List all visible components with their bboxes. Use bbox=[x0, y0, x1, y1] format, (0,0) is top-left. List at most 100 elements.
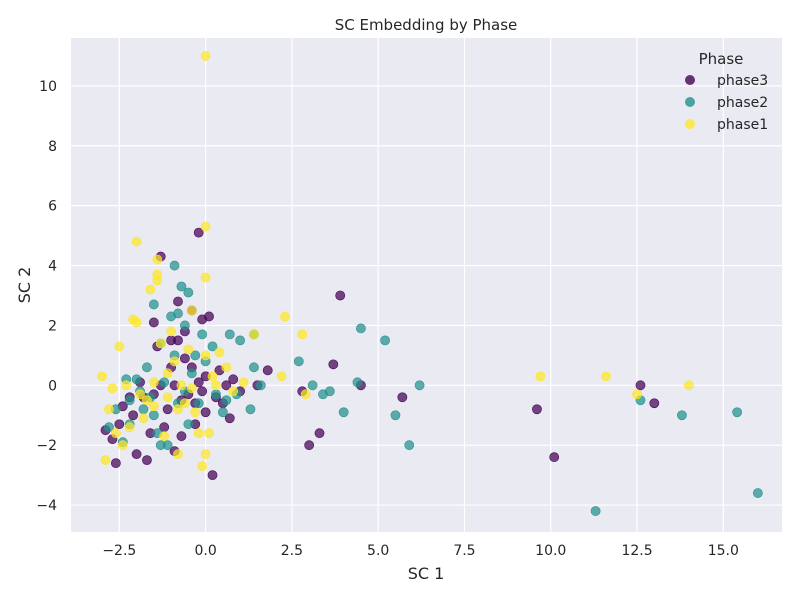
data-point bbox=[148, 410, 159, 421]
data-point bbox=[221, 362, 232, 373]
legend-title: Phase bbox=[699, 50, 744, 68]
data-point bbox=[169, 260, 180, 271]
y-tick-label: −4 bbox=[36, 498, 57, 514]
data-point bbox=[131, 449, 142, 460]
plot-area bbox=[71, 38, 782, 532]
chart-title: SC Embedding by Phase bbox=[335, 16, 518, 34]
data-point bbox=[162, 368, 173, 379]
data-point bbox=[217, 407, 228, 418]
data-point bbox=[211, 380, 221, 391]
data-point bbox=[635, 380, 646, 391]
data-point bbox=[173, 335, 183, 346]
data-point bbox=[204, 311, 214, 322]
data-point bbox=[200, 350, 211, 361]
data-point bbox=[414, 380, 425, 391]
data-point bbox=[307, 380, 318, 391]
x-tick-label: 0.0 bbox=[194, 543, 216, 559]
x-axis-label: SC 1 bbox=[408, 564, 445, 583]
data-point bbox=[162, 404, 173, 415]
legend: Phase phase3 phase2 phase1 bbox=[685, 50, 768, 133]
data-point bbox=[632, 389, 642, 400]
data-point bbox=[193, 398, 204, 409]
y-axis-ticks: −4 −2 0 2 4 6 8 10 bbox=[36, 79, 57, 514]
data-point bbox=[200, 449, 211, 460]
data-point bbox=[380, 335, 390, 346]
x-tick-label: 15.0 bbox=[708, 543, 739, 559]
data-point bbox=[238, 377, 249, 388]
data-point bbox=[328, 359, 339, 370]
data-point bbox=[138, 404, 149, 415]
x-tick-label: 10.0 bbox=[535, 543, 566, 559]
data-point bbox=[173, 296, 183, 307]
grid bbox=[71, 38, 782, 532]
data-point bbox=[228, 386, 239, 397]
data-points bbox=[97, 51, 763, 516]
data-point bbox=[128, 410, 139, 421]
data-point bbox=[352, 377, 363, 388]
data-point bbox=[148, 401, 159, 412]
data-point bbox=[179, 398, 190, 409]
data-point bbox=[110, 458, 121, 469]
y-tick-label: −2 bbox=[36, 438, 57, 454]
data-point bbox=[324, 386, 335, 397]
data-point bbox=[207, 470, 218, 481]
data-point bbox=[197, 386, 208, 397]
data-point bbox=[114, 341, 125, 352]
data-point bbox=[214, 347, 225, 358]
data-point bbox=[107, 383, 118, 394]
data-point bbox=[117, 440, 128, 451]
data-point bbox=[124, 395, 135, 406]
data-point bbox=[190, 407, 201, 418]
data-point bbox=[179, 353, 190, 364]
data-point bbox=[532, 404, 542, 415]
data-point bbox=[207, 371, 218, 382]
data-point bbox=[304, 440, 315, 451]
x-tick-label: 2.5 bbox=[281, 543, 303, 559]
y-axis-label: SC 2 bbox=[15, 267, 34, 304]
data-point bbox=[200, 272, 211, 283]
data-point bbox=[114, 419, 125, 430]
data-point bbox=[166, 326, 176, 337]
data-point bbox=[335, 290, 346, 301]
data-point bbox=[183, 419, 194, 430]
y-tick-label: 8 bbox=[48, 139, 57, 155]
data-point bbox=[173, 449, 183, 460]
data-point bbox=[197, 461, 208, 472]
legend-label-phase2: phase2 bbox=[717, 95, 768, 111]
data-point bbox=[280, 311, 290, 322]
data-point bbox=[110, 428, 121, 439]
data-point bbox=[104, 404, 114, 415]
data-point bbox=[142, 455, 152, 466]
data-point bbox=[173, 404, 183, 415]
data-point bbox=[224, 329, 235, 340]
data-point bbox=[197, 329, 208, 340]
data-point bbox=[590, 506, 601, 516]
data-point bbox=[300, 389, 311, 400]
legend-label-phase1: phase1 bbox=[717, 117, 768, 133]
data-point bbox=[162, 392, 173, 403]
data-point bbox=[262, 365, 273, 376]
data-point bbox=[390, 410, 401, 421]
data-point bbox=[183, 287, 194, 298]
data-point bbox=[204, 428, 214, 439]
data-point bbox=[221, 380, 232, 391]
data-point bbox=[193, 428, 204, 439]
data-point bbox=[649, 398, 660, 409]
data-point bbox=[752, 488, 763, 498]
data-point bbox=[176, 281, 187, 292]
data-point bbox=[145, 284, 156, 295]
y-tick-label: 2 bbox=[48, 318, 57, 334]
data-point bbox=[186, 368, 197, 379]
x-tick-label: 12.5 bbox=[621, 543, 652, 559]
data-point bbox=[179, 320, 190, 331]
data-point bbox=[124, 422, 135, 433]
x-tick-label: −2.5 bbox=[102, 543, 136, 559]
data-point bbox=[100, 455, 111, 466]
data-point bbox=[221, 395, 232, 406]
data-point bbox=[314, 428, 325, 439]
data-point bbox=[142, 362, 152, 373]
data-point bbox=[224, 413, 235, 424]
data-point bbox=[176, 431, 187, 442]
data-point bbox=[200, 221, 211, 232]
